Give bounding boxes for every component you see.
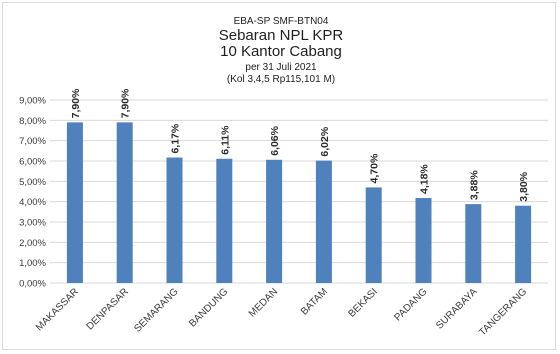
title-line-5: (Kol 3,4,5 Rp115,101 M) — [227, 74, 335, 85]
y-tick-label-4: 4,00% — [19, 197, 46, 208]
data-labels: 7,90% 7,90% 6,17% 6,11% 6,06% 6,02% 4,70% 4,18%… — [70, 88, 530, 202]
y-tick-label-3: 3,00% — [19, 218, 46, 229]
title-line-1: EBA-SP SMF-BTN04 — [234, 16, 329, 27]
data-label-medan: 6,06% — [269, 125, 281, 155]
bar-denpasar — [116, 122, 133, 283]
category-label-medan: MEDAN — [247, 286, 280, 319]
category-label-padang: PADANG — [392, 286, 429, 323]
y-tick-label-8: 8,00% — [19, 116, 46, 127]
category-label-batam: BATAM — [299, 286, 330, 317]
category-label-denpasar: DENPASAR — [85, 286, 131, 332]
bar-surabaya — [465, 204, 482, 283]
category-label-makassar: MAKASSAR — [34, 286, 81, 333]
bar-batam — [315, 160, 332, 283]
data-label-semarang: 6,17% — [170, 123, 182, 153]
category-label-bandung: BANDUNG — [187, 286, 230, 329]
y-tick-label-7: 7,00% — [19, 136, 46, 147]
title-line-2: Sebaran NPL KPR — [219, 27, 344, 44]
y-axis-tick-labels: 0,00% 1,00% 2,00% 3,00% 4,00% 5,00% 6,00% 7,00%… — [19, 96, 46, 290]
data-label-bekasi: 4,70% — [369, 153, 381, 183]
bar-tangerang — [515, 205, 532, 283]
y-tick-label-6: 6,00% — [19, 157, 46, 168]
y-tick-label-2: 2,00% — [19, 238, 46, 249]
bar-makassar — [66, 122, 83, 283]
bar-medan — [266, 159, 283, 283]
category-label-surabaya: SURABAYA — [434, 286, 479, 331]
y-tick-label-9: 9,00% — [19, 96, 46, 107]
bar-semarang — [166, 157, 183, 283]
data-label-makassar: 7,90% — [70, 88, 82, 118]
y-tick-label-1: 1,00% — [19, 258, 46, 269]
x-axis-category-labels: MAKASSAR DENPASAR SEMARANG BANDUNG MEDAN BATA… — [34, 286, 529, 338]
title-line-4: per 31 Juli 2021 — [245, 62, 317, 73]
y-tick-label-5: 5,00% — [19, 177, 46, 188]
bar-bekasi — [365, 187, 382, 283]
data-label-batam: 6,02% — [319, 126, 331, 156]
gridlines — [50, 99, 548, 284]
category-label-tangerang: TANGERANG — [477, 286, 529, 338]
bar-bandung — [216, 158, 233, 283]
data-label-denpasar: 7,90% — [120, 88, 132, 118]
data-label-padang: 4,18% — [419, 164, 431, 194]
data-label-tangerang: 3,80% — [518, 171, 530, 201]
category-label-semarang: SEMARANG — [132, 286, 180, 334]
data-label-bandung: 6,11% — [219, 125, 231, 155]
chart-title: EBA-SP SMF-BTN04 Sebaran NPL KPR 10 Kant… — [219, 16, 344, 85]
y-tick-label-0: 0,00% — [19, 279, 46, 290]
category-label-bekasi: BEKASI — [346, 286, 379, 319]
bars — [66, 122, 532, 283]
title-line-3: 10 Kantor Cabang — [220, 43, 342, 60]
bar-padang — [415, 198, 432, 283]
data-label-surabaya: 3,88% — [468, 170, 480, 200]
